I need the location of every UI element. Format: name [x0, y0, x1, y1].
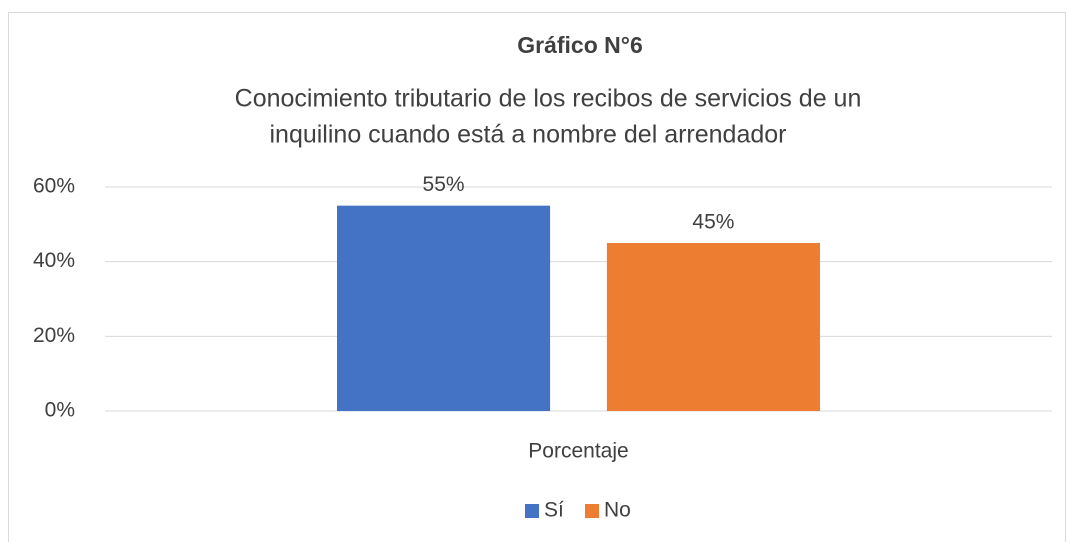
- bar: [606, 243, 820, 411]
- legend-label: No: [604, 499, 631, 522]
- legend-swatch: [525, 504, 539, 518]
- chart-title: Gráfico N°6: [517, 32, 643, 58]
- y-tick-label: 0%: [45, 399, 75, 422]
- bar: [337, 205, 551, 411]
- x-tick-label: Porcentaje: [528, 440, 628, 463]
- data-label: 45%: [692, 211, 734, 234]
- y-tick-label: 40%: [33, 249, 75, 272]
- legend-swatch: [585, 504, 599, 518]
- y-tick-label: 20%: [33, 324, 75, 347]
- y-tick-label: 60%: [33, 175, 75, 198]
- chart-subtitle: inquilino cuando está a nombre del arren…: [269, 121, 786, 149]
- legend-label: Sí: [544, 499, 564, 522]
- data-label: 55%: [423, 173, 465, 196]
- chart-subtitle: Conocimiento tributario de los recibos d…: [235, 85, 862, 113]
